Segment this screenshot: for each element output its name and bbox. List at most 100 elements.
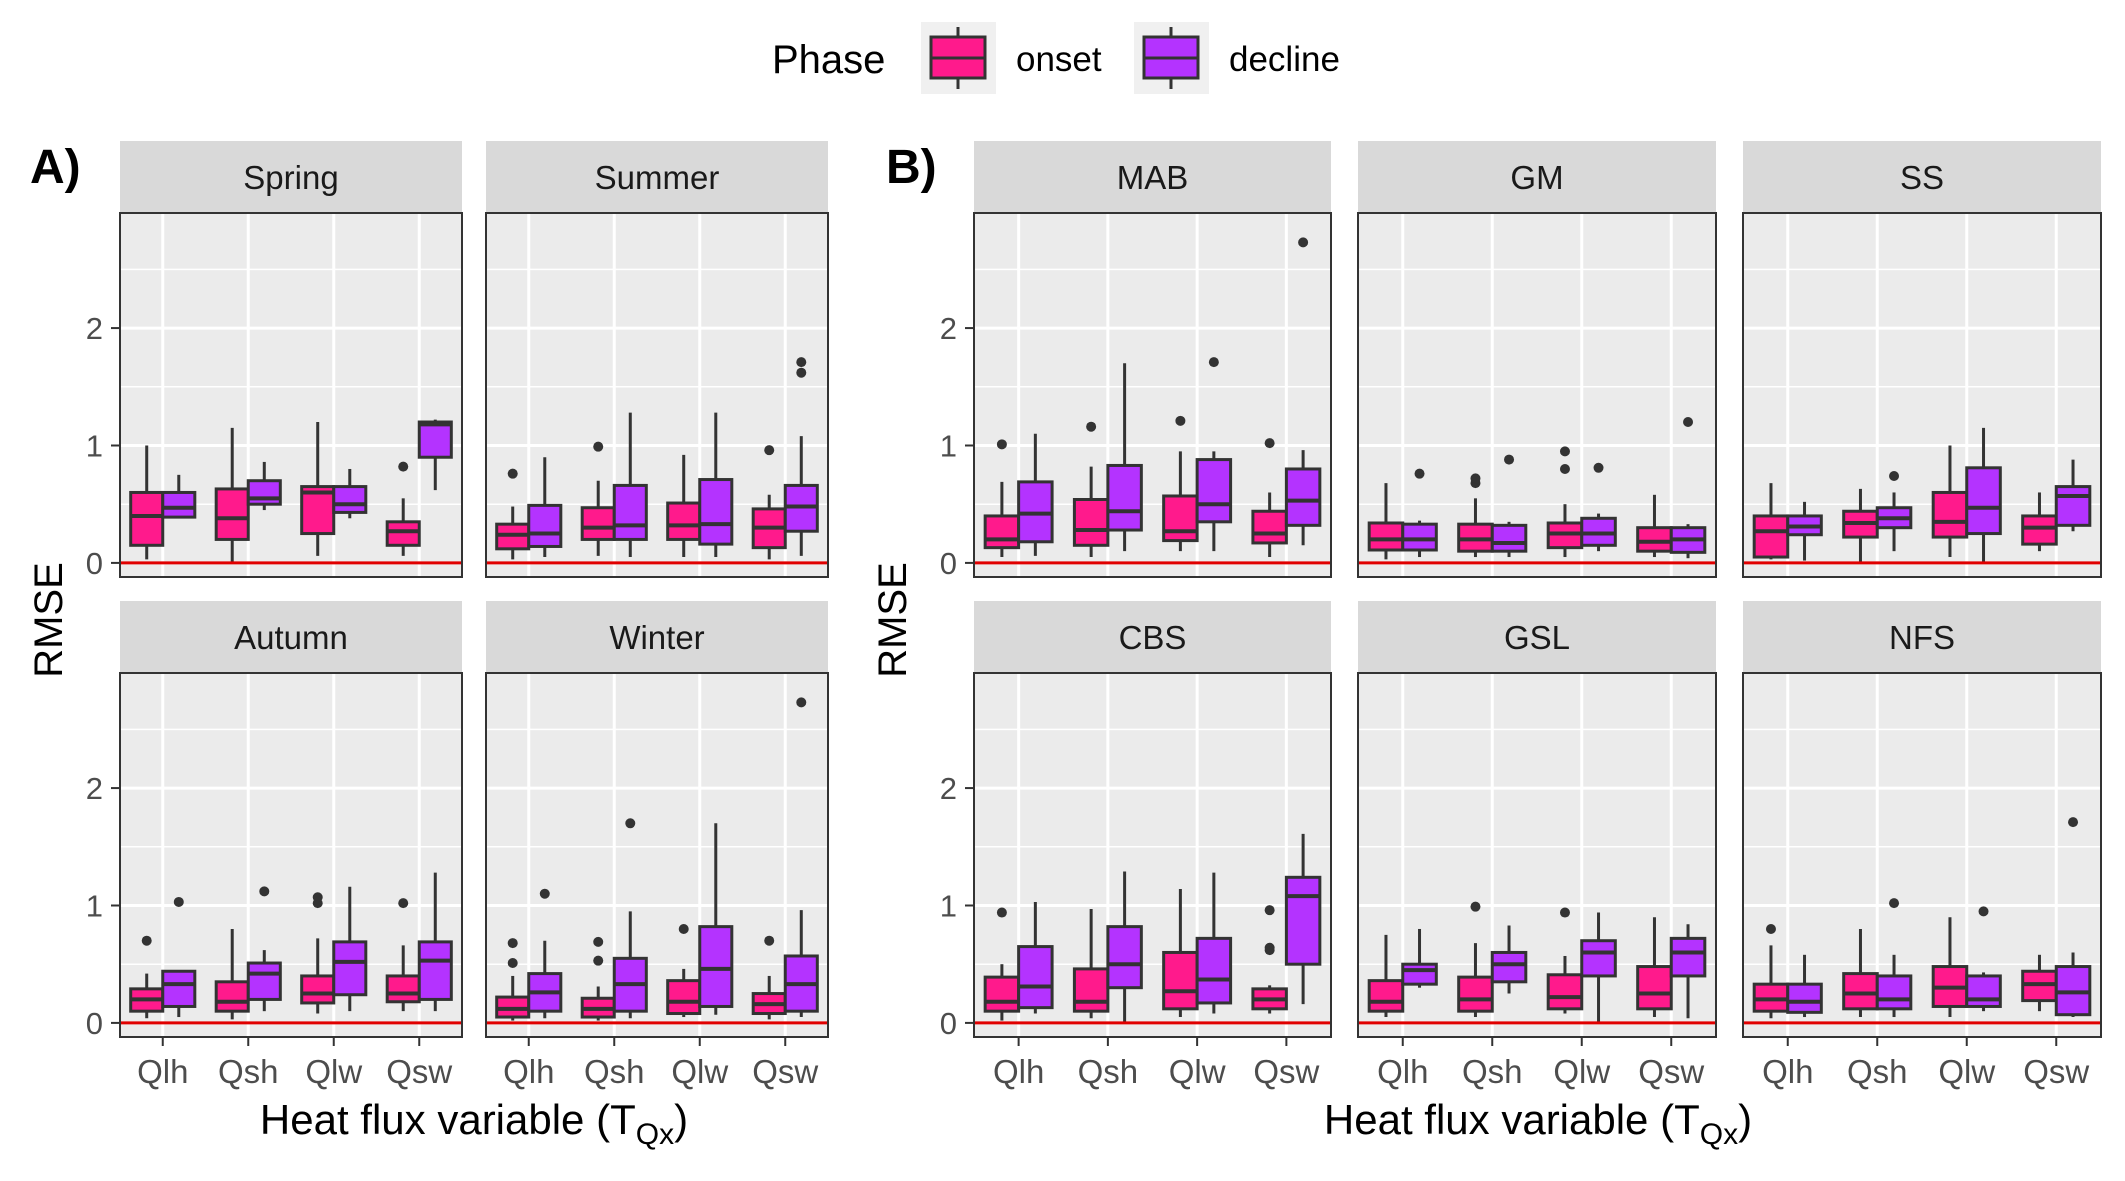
y-tick-label: 2 — [940, 771, 957, 806]
box-qlh-decline — [527, 888, 563, 1019]
box-iqr — [1752, 514, 1790, 559]
box-iqr — [1162, 494, 1199, 543]
box-iqr — [1251, 509, 1288, 545]
x-axis-title-text: Heat flux variable (T — [1324, 1096, 1700, 1143]
outlier-point — [1175, 415, 1186, 426]
box-qsh-decline — [1490, 925, 1528, 994]
outlier-point — [1264, 438, 1275, 449]
x-tick-label: Qsh — [1847, 1053, 1908, 1090]
panel-label-a: A) — [30, 141, 81, 194]
panel-border — [119, 672, 463, 1038]
box-qlw-onset — [1546, 446, 1584, 558]
box-qlw-decline — [1195, 357, 1233, 552]
box-qlh-decline — [1401, 468, 1438, 558]
box-qsw-onset — [1636, 917, 1673, 1018]
box-iqr — [1875, 974, 1913, 1011]
outlier-point — [593, 936, 604, 947]
box-qsh-onset — [214, 427, 250, 563]
box-iqr — [666, 501, 702, 541]
outlier-point — [1683, 417, 1694, 428]
facet-nfs: NFS Qlh Qsh Qlw Qsw — [1742, 601, 2102, 1090]
outlier-point — [625, 818, 636, 829]
box-qlw-onset — [1162, 415, 1199, 552]
box-iqr — [1072, 967, 1110, 1013]
facet-strip-label: CBS — [1119, 619, 1187, 656]
box-qlh-decline — [161, 474, 197, 519]
box-qlw-decline — [698, 412, 734, 558]
facet-summer: Summer — [485, 141, 829, 578]
x-axis-title-b: Heat flux variable (TQx) — [1324, 1096, 1752, 1151]
panel-border — [1357, 672, 1717, 1038]
facet-ss: SS — [1742, 141, 2102, 578]
panel-background — [1358, 213, 1716, 577]
box-iqr — [1490, 523, 1528, 553]
outlier-point — [507, 468, 518, 479]
box-iqr — [129, 490, 165, 547]
box-iqr — [1401, 962, 1438, 986]
x-tick-label: Qsw — [1638, 1053, 1704, 1090]
box-qsw-decline — [1284, 237, 1322, 546]
x-tick-label: Qlw — [1938, 1053, 1995, 1090]
box-iqr — [1195, 936, 1233, 1005]
outlier-point — [1765, 923, 1776, 934]
box-qsh-decline — [1875, 898, 1913, 1018]
x-tick-label: Qsw — [1253, 1053, 1319, 1090]
outlier-point — [1559, 907, 1570, 918]
y-tick-label: 1 — [940, 888, 957, 923]
x-tick-label: Qlh — [1377, 1053, 1428, 1090]
x-tick-label: Qlh — [993, 1053, 1044, 1090]
box-qlw-onset — [1546, 907, 1584, 1014]
outlier-point — [1889, 898, 1900, 909]
box-iqr — [161, 490, 197, 519]
box-qsh-decline — [612, 412, 648, 558]
facet-strip — [1358, 141, 1716, 213]
y-axis-title-a: RMSE — [27, 562, 71, 678]
panel-border — [1742, 212, 2102, 578]
box-qsw-decline — [2054, 817, 2092, 1018]
facet-autumn: Autumn 0 1 2 Qlh Qsh Qlw Qsw — [86, 601, 463, 1090]
outlier-point — [1264, 905, 1275, 916]
x-tick-label: Qlw — [1553, 1053, 1610, 1090]
box-qsh-decline — [1106, 363, 1143, 552]
y-tick-label: 2 — [86, 771, 103, 806]
box-iqr — [983, 975, 1021, 1013]
box-qsw-decline — [1284, 833, 1322, 1005]
outlier-point — [1470, 901, 1481, 912]
x-axis-title-end: ) — [674, 1096, 688, 1143]
facet-strip — [486, 601, 828, 673]
box-qsw-decline — [783, 697, 819, 1018]
box-iqr — [385, 520, 421, 547]
x-tick-label: Qsw — [752, 1053, 818, 1090]
box-iqr — [214, 487, 250, 541]
outlier-point — [764, 445, 775, 456]
x-tick-label: Qlw — [671, 1053, 728, 1090]
box-qsw-onset — [751, 445, 787, 560]
x-axis-title-a: Heat flux variable (TQx) — [260, 1096, 688, 1151]
facet-winter: Winter Qlh Qsh Qlw Qsw — [485, 601, 829, 1090]
box-qlh-onset — [1752, 923, 1790, 1019]
box-iqr — [2054, 485, 2092, 527]
outlier-point — [173, 896, 184, 907]
box-qlw-decline — [1195, 872, 1233, 1014]
outlier-point — [1559, 463, 1570, 474]
outlier-point — [1414, 468, 1425, 479]
box-qsw-decline — [417, 872, 453, 1012]
box-qsw-onset — [1251, 905, 1288, 1014]
outlier-point — [398, 898, 409, 909]
panel-border — [1357, 212, 1717, 578]
box-iqr — [385, 974, 421, 1004]
facet-gsl: GSL Qlh Qsh Qlw Qsw — [1357, 601, 1717, 1090]
box-qlh-decline — [1401, 928, 1438, 988]
box-iqr — [2021, 514, 2058, 546]
legend-label-decline: decline — [1229, 40, 1340, 79]
box-qlw-onset — [300, 892, 336, 1014]
box-iqr — [417, 420, 453, 459]
facet-strip — [974, 601, 1331, 673]
box-qlh-decline — [1786, 501, 1823, 561]
box-qlw-decline — [1965, 906, 2002, 1012]
box-iqr — [1017, 945, 1054, 1010]
facet-strip-label: MAB — [1117, 159, 1189, 196]
box-iqr — [1072, 498, 1110, 547]
box-iqr — [1669, 936, 1707, 978]
facet-strip-label: GSL — [1504, 619, 1570, 656]
